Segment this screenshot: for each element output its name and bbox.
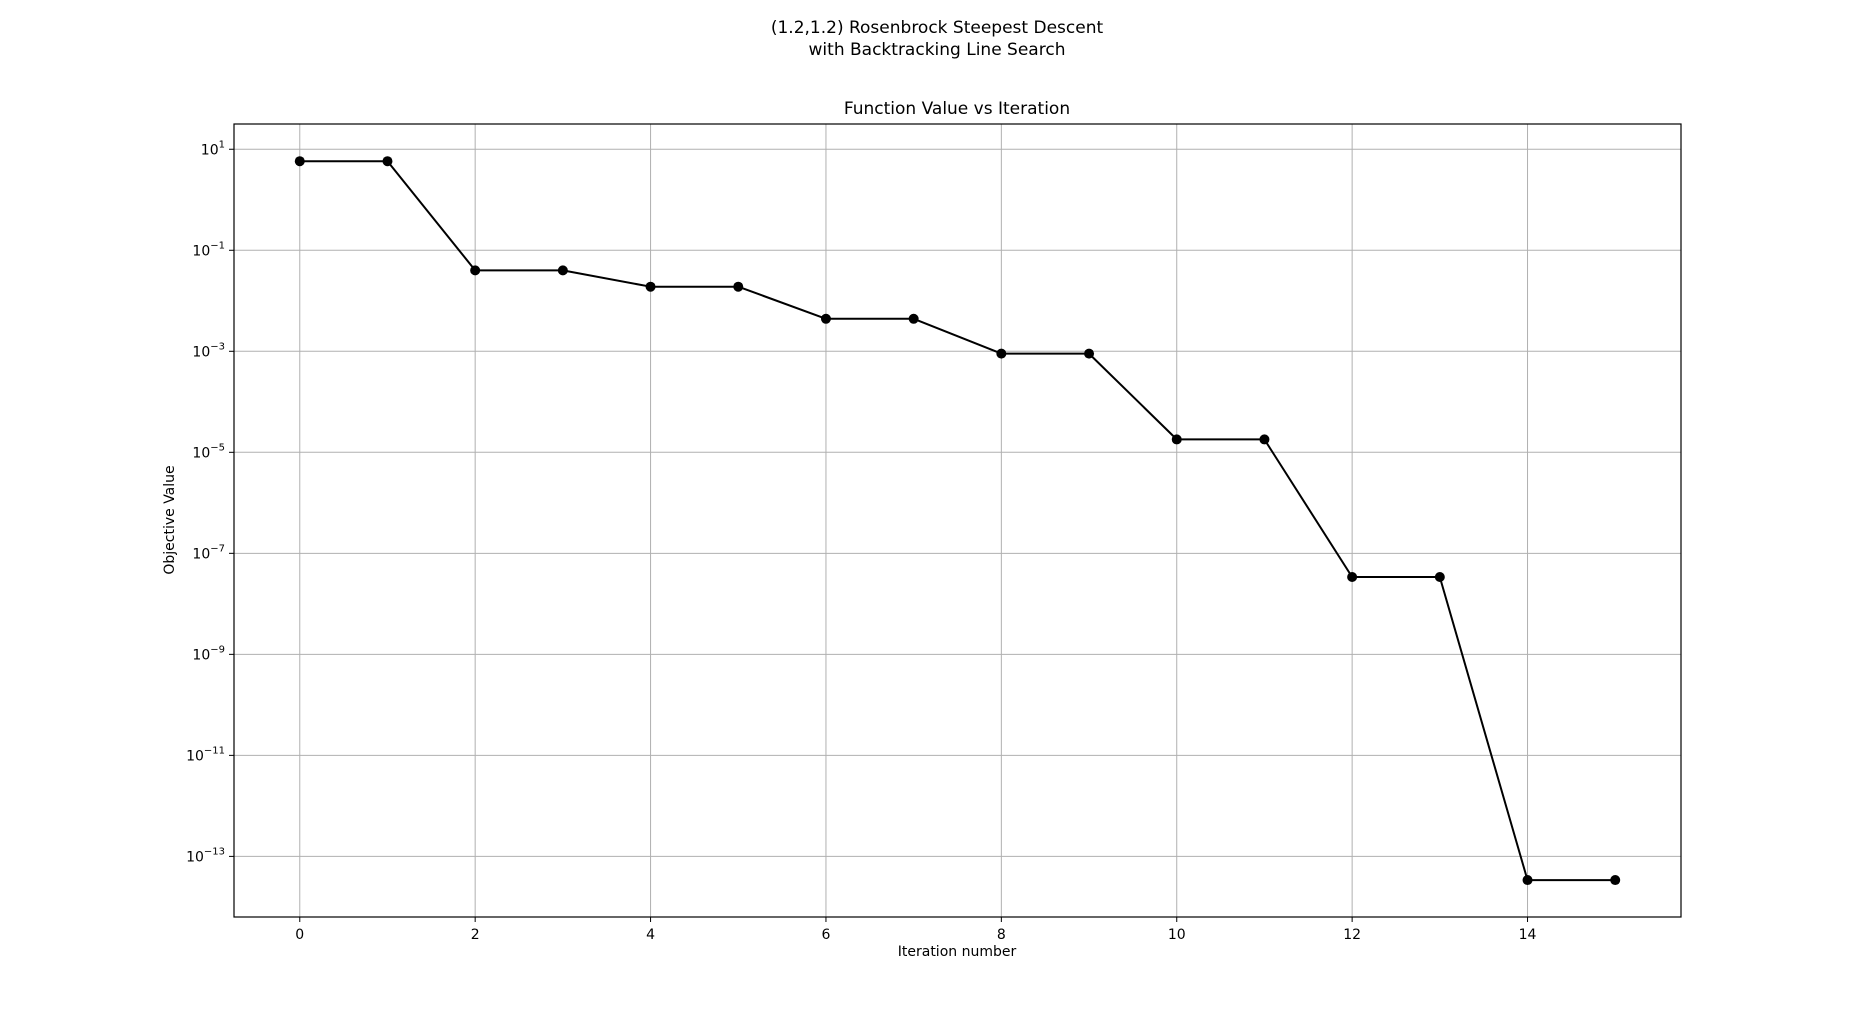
y-tick-label: 10−7 [192,543,225,562]
x-tick-label: 2 [471,927,480,943]
figure-suptitle-line2: with Backtracking Line Search [809,40,1066,60]
x-tick-label: 8 [997,927,1006,943]
y-tick-label: 10−1 [192,240,225,259]
data-point [294,156,305,167]
data-point [1522,875,1533,886]
y-axis-label: Objective Value [162,465,178,574]
x-axis-label: Iteration number [898,944,1017,960]
y-tick-label: 10−9 [192,644,225,663]
series-line-group [299,160,1616,882]
data-point [557,265,568,276]
figure-suptitle-line1: (1.2,1.2) Rosenbrock Steepest Descent [771,18,1104,38]
series-line [299,160,1616,882]
y-tick-label: 10−3 [192,341,225,360]
data-point [1171,434,1182,445]
x-tick-label: 14 [1519,927,1537,943]
data-point [733,281,744,292]
y-tick-label: 10−13 [186,846,225,865]
y-tick-label: 10−5 [192,442,225,461]
data-point [996,348,1007,359]
data-point [1347,571,1358,582]
data-point [820,313,831,324]
x-axis-ticks: 0 2 4 6 8 10 12 14 [295,917,1537,943]
x-tick-label: 12 [1343,927,1361,943]
y-axis-ticks: 101 10−1 10−3 10−5 10−7 10−9 10−11 10−13 [186,139,234,865]
data-point [470,265,481,276]
data-point [908,313,919,324]
data-point [1434,571,1445,582]
x-tick-label: 4 [646,927,655,943]
chart-title: Function Value vs Iteration [844,99,1070,119]
data-markers [294,156,1621,886]
grid-lines [234,124,1681,917]
data-point [645,281,656,292]
data-point [382,156,393,167]
plot-area-frame [233,123,1682,918]
data-point [1610,875,1621,886]
x-tick-label: 10 [1168,927,1186,943]
y-tick-label: 10−11 [186,745,225,764]
y-tick-label: 101 [201,139,225,158]
x-tick-label: 6 [821,927,830,943]
data-point [1259,434,1270,445]
x-tick-label: 0 [295,927,304,943]
data-point [1084,348,1095,359]
